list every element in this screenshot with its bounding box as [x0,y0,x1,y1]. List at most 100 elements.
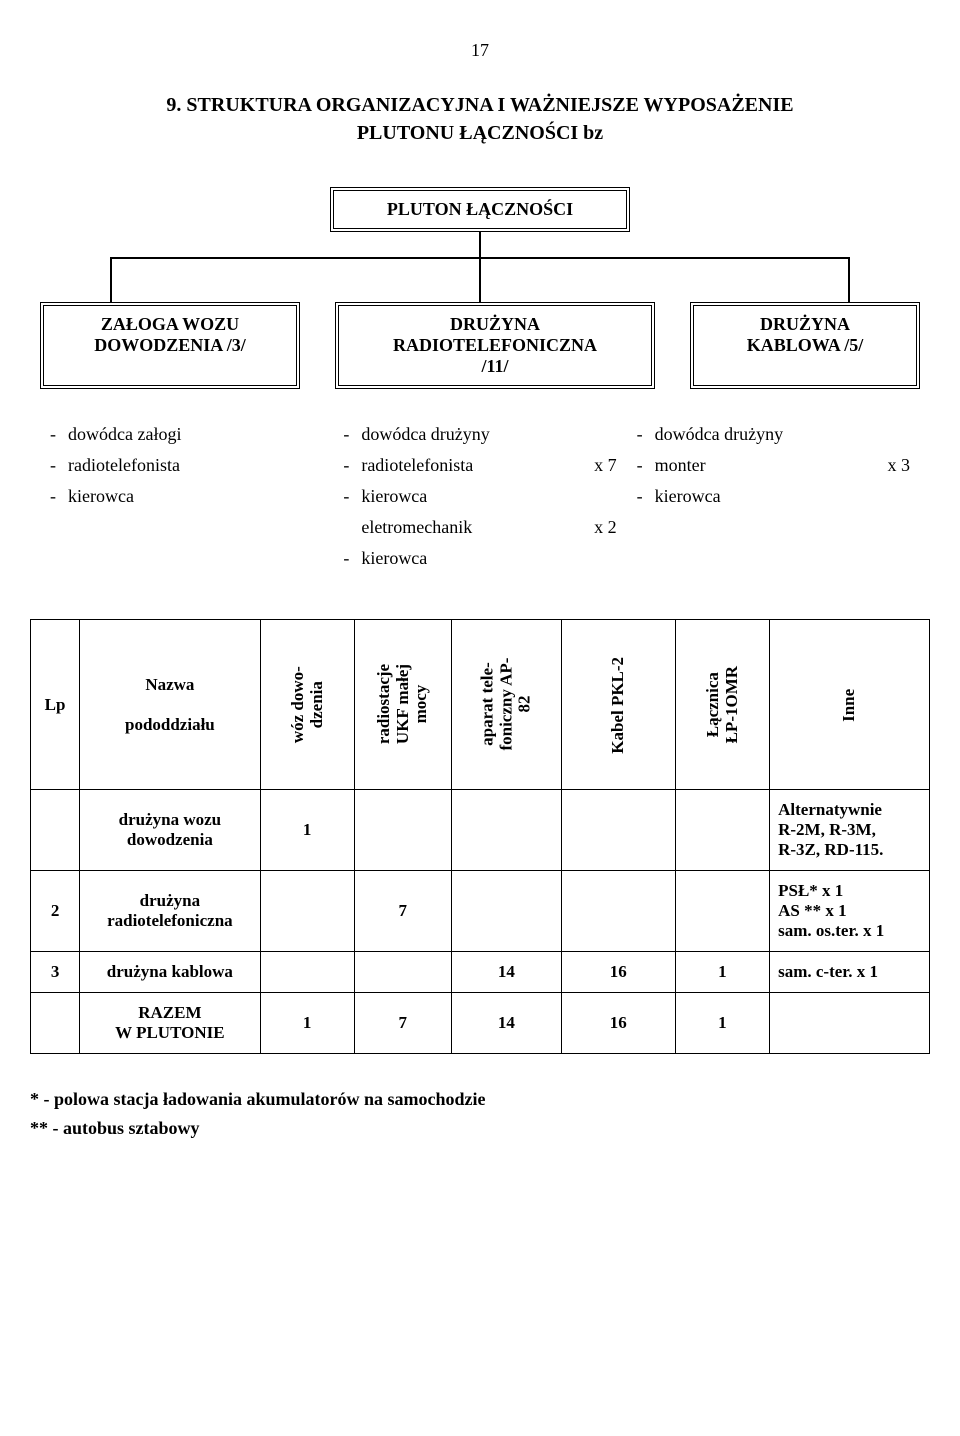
cell-value: 16 [561,952,675,993]
bullet-text: dowódca drużyny [655,424,910,445]
cell-name: drużyna kablowa [80,952,260,993]
org-right-box: DRUŻYNA KABLOWA /5/ [690,302,920,389]
bullet-item: -kierowca [637,486,910,507]
table-row: drużyna wozudowodzenia1AlternatywnieR-2M… [31,790,930,871]
th-c2: radiostacjeUKF małejmocy [354,620,451,790]
bullet-text: eletromechanik [361,517,586,538]
bullet-item: -dowódca drużyny [343,424,616,445]
bullet-dash: - [637,455,655,476]
cell-value: 1 [260,993,354,1054]
bullet-item: eletromechanik x 2 [343,517,616,538]
cell-value: 16 [561,993,675,1054]
bullet-dash: - [637,486,655,507]
th-c3: aparat tele-foniczny AP-82 [451,620,561,790]
th-inne: Inne [770,620,930,790]
cell-name: drużynaradiotelefoniczna [80,871,260,952]
cell-name: RAZEMW PLUTONIE [80,993,260,1054]
title-line-1: 9. STRUKTURA ORGANIZACYJNA I WAŻNIEJSZE … [166,94,793,116]
bullet-item: -kierowca [343,486,616,507]
cell-value [260,952,354,993]
bullet-qty: x 3 [887,455,910,476]
org-top-label: PLUTON ŁĄCZNOŚCI [387,199,573,219]
th-inne-text: Inne [840,688,859,721]
org-right-l2: KABLOWA /5/ [747,335,864,355]
cell-inne [770,993,930,1054]
cell-value: 1 [675,993,769,1054]
cell-value [675,871,769,952]
table-row: 3drużyna kablowa14161sam. c-ter. x 1 [31,952,930,993]
cell-value [451,790,561,871]
org-left-box: ZAŁOGA WOZU DOWODZENIA /3/ [40,302,300,389]
bullet-dash: - [343,486,361,507]
cell-inne: PSŁ* x 1AS ** x 1sam. os.ter. x 1 [770,871,930,952]
bullet-item: -kierowca [343,548,616,569]
th-c1: wóz dowo-dzenia [260,620,354,790]
cell-value: 14 [451,993,561,1054]
cell-value [354,952,451,993]
bullet-dash: - [50,486,68,507]
cell-value: 14 [451,952,561,993]
bullet-item: -dowódca załogi [50,424,323,445]
bullet-text: kierowca [655,486,910,507]
page-title: 9. STRUKTURA ORGANIZACYJNA I WAŻNIEJSZE … [30,91,930,147]
cell-lp [31,790,80,871]
cell-lp: 2 [31,871,80,952]
cell-inne: AlternatywnieR-2M, R-3M,R-3Z, RD-115. [770,790,930,871]
cell-value [561,871,675,952]
title-line-2: PLUTONU ŁĄCZNOŚCI bz [357,122,603,144]
th-nazwa: Nazwa pododdziału [80,620,260,790]
bullet-dash: - [343,455,361,476]
org-mid-box: DRUŻYNA RADIOTELEFONICZNA /11/ [335,302,655,389]
cell-value [354,790,451,871]
th-nazwa-l2: pododdziału [125,715,215,734]
page-number: 17 [30,40,930,61]
cell-lp: 3 [31,952,80,993]
th-nazwa-l1: Nazwa [145,675,194,694]
org-connectors [40,232,920,302]
footnotes: * - polowa stacja ładowania akumulatorów… [30,1089,930,1139]
cell-value: 1 [260,790,354,871]
bullet-qty: x 7 [594,455,617,476]
bullet-columns: -dowódca załogi-radiotelefonista-kierowc… [50,414,910,579]
org-mid-l1: DRUŻYNA [450,314,540,334]
bullet-dash: - [50,424,68,445]
bullet-item: -radiotelefonista [50,455,323,476]
th-lp: Lp [31,620,80,790]
footnote-2: ** - autobus sztabowy [30,1118,930,1139]
org-right-l1: DRUŻYNA [760,314,850,334]
th-c1-text: wóz dowo-dzenia [288,666,325,743]
cell-value [260,871,354,952]
org-top-box: PLUTON ŁĄCZNOŚCI [330,187,630,232]
th-c5: ŁącznicaŁP-1OMR [675,620,769,790]
bullet-item: -monter x 3 [637,455,910,476]
org-mid-l3: /11/ [481,356,508,376]
equipment-table: Lp Nazwa pododdziału wóz dowo-dzenia rad… [30,619,930,1054]
bullet-item: -kierowca [50,486,323,507]
footnote-1: * - polowa stacja ładowania akumulatorów… [30,1089,930,1110]
cell-value: 7 [354,871,451,952]
bullet-qty: x 2 [594,517,617,538]
bullet-text: kierowca [361,548,616,569]
bullet-dash: - [50,455,68,476]
bullet-text: dowódca drużyny [361,424,616,445]
cell-value [675,790,769,871]
bullet-text: monter [655,455,880,476]
bullet-col-1: -dowódca załogi-radiotelefonista-kierowc… [50,414,323,579]
cell-lp [31,993,80,1054]
th-c5-text: ŁącznicaŁP-1OMR [704,666,741,743]
org-left-l2: DOWODZENIA /3/ [94,335,246,355]
cell-value [561,790,675,871]
th-c4-text: Kabel PKL-2 [609,656,628,753]
bullet-dash: - [343,424,361,445]
cell-value: 7 [354,993,451,1054]
th-c2-text: radiostacjeUKF małejmocy [375,664,431,744]
bullet-text: dowódca załogi [68,424,323,445]
bullet-text: kierowca [361,486,616,507]
bullet-text: kierowca [68,486,323,507]
org-chart: PLUTON ŁĄCZNOŚCI ZAŁOGA WOZU DOWODZENIA … [40,187,920,389]
bullet-text: radiotelefonista [361,455,586,476]
bullet-item: -radiotelefonista x 7 [343,455,616,476]
table-row: 2drużynaradiotelefoniczna 7 PSŁ* x 1AS ** … [31,871,930,952]
bullet-col-3: -dowódca drużyny-monterx 3-kierowca [637,414,910,579]
th-c4: Kabel PKL-2 [561,620,675,790]
